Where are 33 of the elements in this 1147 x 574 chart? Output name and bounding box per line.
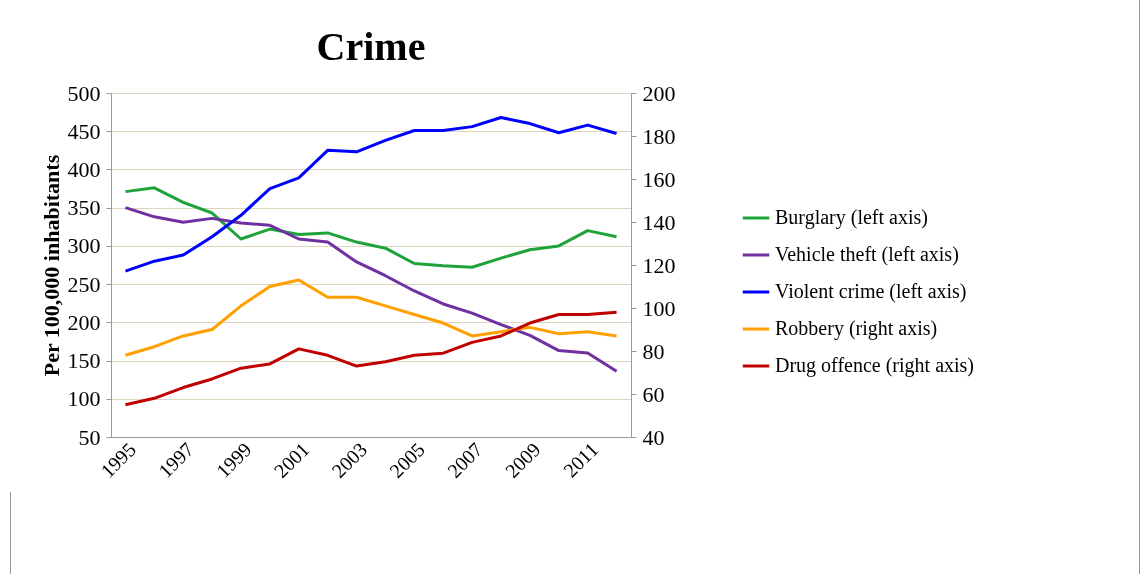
line-series bbox=[123, 186, 619, 269]
y-tick-label: 400 bbox=[67, 156, 101, 182]
y2-tick-label: 140 bbox=[642, 209, 676, 235]
legend-label: Vehicle theft (left axis) bbox=[775, 243, 959, 266]
y2-tick-label: 40 bbox=[642, 424, 665, 450]
y2-tick-label: 100 bbox=[642, 295, 676, 321]
y-tick-label: 100 bbox=[67, 386, 101, 412]
y-tick-label: 250 bbox=[67, 271, 101, 297]
y-tick-label: 150 bbox=[67, 348, 101, 374]
legend-label: Robbery (right axis) bbox=[775, 317, 938, 340]
legend-label: Violent crime (left axis) bbox=[775, 280, 967, 303]
y-tick-label: 500 bbox=[67, 80, 101, 106]
y2-tick-label: 200 bbox=[642, 80, 676, 106]
y-tick-label: 350 bbox=[67, 195, 101, 221]
x-tick-label: 2011 bbox=[558, 438, 603, 482]
y2-tick-label: 120 bbox=[642, 252, 676, 278]
y2-tick-label: 160 bbox=[642, 166, 676, 192]
line-series bbox=[123, 115, 619, 273]
chart-title: Crime bbox=[316, 24, 426, 69]
y-tick-label: 300 bbox=[67, 233, 101, 259]
legend-label: Burglary (left axis) bbox=[775, 206, 928, 229]
y2-tick-label: 180 bbox=[642, 123, 676, 149]
y2-tick-label: 60 bbox=[642, 381, 665, 407]
line-series bbox=[123, 206, 619, 373]
y-tick-label: 200 bbox=[67, 309, 101, 335]
x-tick-label: 1999 bbox=[211, 438, 256, 482]
y-axis-title: Per 100,000 inhabitants bbox=[38, 154, 64, 377]
legend-label: Drug offence (right axis) bbox=[775, 354, 975, 377]
y-tick-label: 450 bbox=[67, 118, 101, 144]
line-series bbox=[123, 278, 619, 357]
y2-tick-label: 80 bbox=[642, 338, 665, 364]
y-tick-label: 50 bbox=[78, 424, 101, 450]
line-series bbox=[123, 310, 619, 407]
